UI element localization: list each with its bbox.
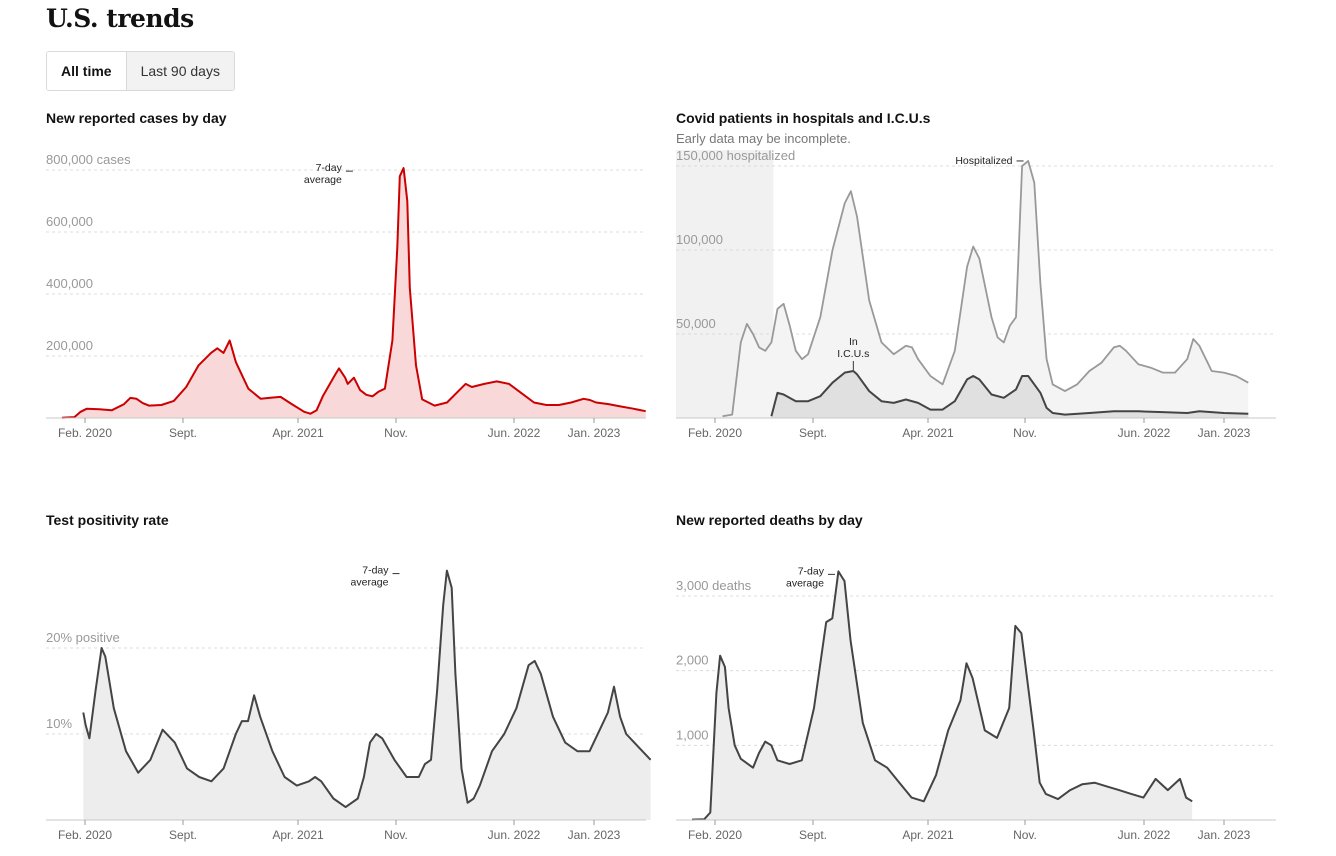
hospital-x-tick-label: Sept.	[799, 426, 827, 440]
positivity-y-tick-label: 10%	[46, 716, 72, 731]
cases-y-tick-label: 800,000 cases	[46, 152, 131, 167]
hospital-x-tick-label: Nov.	[1013, 426, 1037, 440]
cases-x-tick-label: Jan. 2023	[568, 426, 621, 440]
positivity-x-tick-label: Apr. 2021	[272, 828, 324, 842]
deaths-annotation-label: 7-day	[798, 565, 825, 577]
cases-annotation-label: average	[304, 174, 342, 186]
hospital-x-tick-label: Apr. 2021	[902, 426, 954, 440]
deaths-x-tick-label: Nov.	[1013, 828, 1037, 842]
positivity-annotation-label: average	[351, 577, 389, 589]
hospital-y-tick-label: 100,000	[676, 232, 723, 247]
positivity-x-tick-label: Feb. 2020	[58, 828, 112, 842]
cases-x-tick-label: Jun. 2022	[488, 426, 541, 440]
deaths-annotation-label: average	[786, 577, 824, 589]
positivity-series-0-area	[83, 570, 651, 820]
hospital-series-0-line	[722, 160, 1249, 418]
positivity-x-tick-label: Sept.	[169, 828, 197, 842]
cases-series-0-line	[61, 167, 646, 419]
deaths-series-0-area	[692, 571, 1193, 820]
cases-annotation-label: 7-day	[316, 162, 343, 174]
hospital-annotation-label: In	[849, 336, 858, 348]
hospital-x-tick-label: Feb. 2020	[688, 426, 742, 440]
deaths-x-tick-label: Jan. 2023	[1198, 828, 1251, 842]
hospital-chart-subtitle: Early data may be incomplete.	[676, 131, 851, 146]
cases-x-tick-label: Apr. 2021	[272, 426, 324, 440]
hospital-x-tick-label: Jan. 2023	[1198, 426, 1251, 440]
deaths-x-tick-label: Apr. 2021	[902, 828, 954, 842]
cases-y-tick-label: 600,000	[46, 214, 93, 229]
deaths-y-tick-label: 3,000 deaths	[676, 578, 752, 593]
positivity-y-tick-label: 20% positive	[46, 630, 120, 645]
deaths-x-tick-label: Jun. 2022	[1118, 828, 1171, 842]
cases-x-tick-label: Nov.	[384, 426, 408, 440]
all-time-button[interactable]: All time	[47, 52, 126, 90]
cases-series-0-area	[62, 168, 646, 418]
hospital-series-1-line	[770, 370, 1249, 417]
cases-y-tick-label: 400,000	[46, 276, 93, 291]
deaths-y-tick-label: 2,000	[676, 653, 709, 668]
hospital-chart-title: Covid patients in hospitals and I.C.U.s	[676, 110, 931, 126]
page-title: U.S. trends	[46, 4, 194, 33]
positivity-x-tick-label: Nov.	[384, 828, 408, 842]
time-range-toggle: All time Last 90 days	[46, 51, 235, 91]
deaths-series-0-line	[691, 570, 1193, 821]
deaths-x-tick-label: Feb. 2020	[688, 828, 742, 842]
last-90-days-button[interactable]: Last 90 days	[125, 52, 234, 90]
positivity-annotation-label: 7-day	[362, 565, 389, 577]
cases-chart-title: New reported cases by day	[46, 110, 227, 126]
deaths-x-tick-label: Sept.	[799, 828, 827, 842]
positivity-x-tick-label: Jun. 2022	[488, 828, 541, 842]
positivity-chart-title: Test positivity rate	[46, 512, 169, 528]
positivity-x-tick-label: Jan. 2023	[568, 828, 621, 842]
positivity-series-0-line	[82, 569, 652, 809]
cases-x-tick-label: Feb. 2020	[58, 426, 112, 440]
hospital-y-tick-label: 150,000 hospitalized	[676, 148, 795, 163]
hospital-annotation-label: I.C.U.s	[837, 348, 869, 360]
hospital-annotation-label: Hospitalized	[955, 155, 1012, 167]
cases-x-tick-label: Sept.	[169, 426, 197, 440]
hospital-y-tick-label: 50,000	[676, 316, 716, 331]
hospital-x-tick-label: Jun. 2022	[1118, 426, 1171, 440]
cases-y-tick-label: 200,000	[46, 338, 93, 353]
deaths-y-tick-label: 1,000	[676, 727, 709, 742]
deaths-chart-title: New reported deaths by day	[676, 512, 863, 528]
